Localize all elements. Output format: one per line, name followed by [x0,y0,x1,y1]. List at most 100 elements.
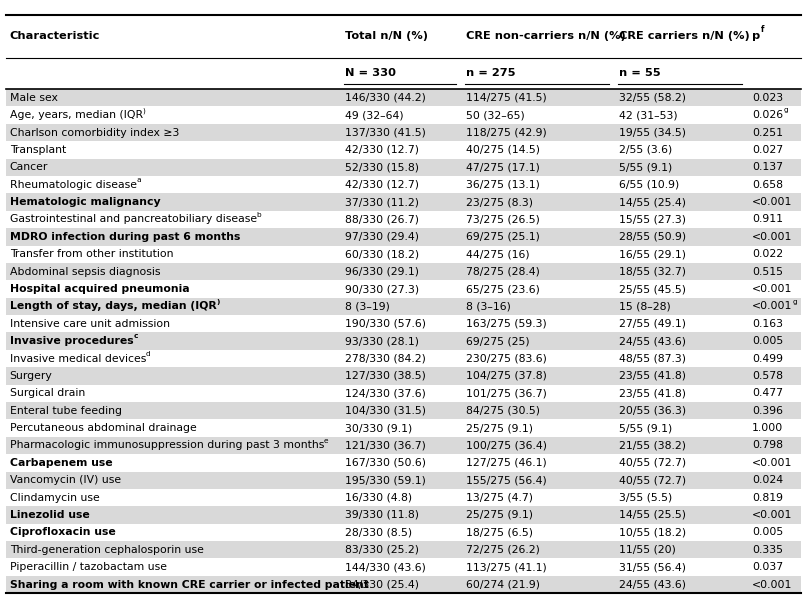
FancyBboxPatch shape [6,298,801,315]
Text: 114/275 (41.5): 114/275 (41.5) [466,93,546,103]
FancyBboxPatch shape [6,350,801,367]
Text: 27/55 (49.1): 27/55 (49.1) [619,319,686,329]
Text: 73/275 (26.5): 73/275 (26.5) [466,215,540,224]
Text: 167/330 (50.6): 167/330 (50.6) [345,458,425,468]
Text: Surgery: Surgery [10,371,52,381]
Text: e: e [324,438,328,444]
Text: d: d [146,350,151,356]
Text: 0.137: 0.137 [752,162,783,172]
Text: 16/330 (4.8): 16/330 (4.8) [345,493,412,502]
Text: 16/55 (29.1): 16/55 (29.1) [619,249,686,260]
Text: ): ) [143,107,146,114]
Text: 0.005: 0.005 [752,336,784,346]
Text: 0.023: 0.023 [752,93,784,103]
Text: <0.001: <0.001 [752,232,792,242]
Text: 44/275 (16): 44/275 (16) [466,249,529,260]
Text: 39/330 (11.8): 39/330 (11.8) [345,510,419,520]
Text: 163/275 (59.3): 163/275 (59.3) [466,319,546,329]
Text: 8 (3–16): 8 (3–16) [466,301,511,312]
FancyBboxPatch shape [6,106,801,124]
Text: 137/330 (41.5): 137/330 (41.5) [345,127,425,138]
Text: 21/55 (38.2): 21/55 (38.2) [619,441,686,450]
Text: 24/55 (43.6): 24/55 (43.6) [619,336,686,346]
Text: 0.658: 0.658 [752,180,783,190]
Text: 0.798: 0.798 [752,441,783,450]
Text: 14/55 (25.4): 14/55 (25.4) [619,197,686,207]
Text: Vancomycin (IV) use: Vancomycin (IV) use [10,475,121,485]
FancyBboxPatch shape [6,559,801,576]
FancyBboxPatch shape [6,507,801,524]
Text: Clindamycin use: Clindamycin use [10,493,99,502]
Text: 48/55 (87.3): 48/55 (87.3) [619,353,686,364]
Text: 0.335: 0.335 [752,545,783,555]
Text: 65/275 (23.6): 65/275 (23.6) [466,284,540,294]
Text: Rheumatologic disease: Rheumatologic disease [10,180,136,190]
Text: 18/55 (32.7): 18/55 (32.7) [619,267,686,277]
Text: Pharmacologic immunosuppression during past 3 months: Pharmacologic immunosuppression during p… [10,441,324,450]
Text: N = 330: N = 330 [345,68,395,78]
Text: 5/55 (9.1): 5/55 (9.1) [619,423,672,433]
Text: 19/55 (34.5): 19/55 (34.5) [619,127,686,138]
Text: 60/274 (21.9): 60/274 (21.9) [466,579,540,590]
Text: 278/330 (84.2): 278/330 (84.2) [345,353,425,364]
Text: 190/330 (57.6): 190/330 (57.6) [345,319,425,329]
Text: 104/275 (37.8): 104/275 (37.8) [466,371,546,381]
Text: ): ) [216,298,220,304]
Text: Gastrointestinal and pancreatobiliary disease: Gastrointestinal and pancreatobiliary di… [10,215,257,224]
Text: Enteral tube feeding: Enteral tube feeding [10,405,122,416]
Text: 100/275 (36.4): 100/275 (36.4) [466,441,546,450]
Text: 20/55 (36.3): 20/55 (36.3) [619,405,686,416]
Text: <0.001: <0.001 [752,301,792,312]
Text: <0.001: <0.001 [752,510,792,520]
Text: <0.001: <0.001 [752,579,792,590]
Text: <0.001: <0.001 [752,284,792,294]
Text: 72/275 (26.2): 72/275 (26.2) [466,545,540,555]
Text: f: f [761,25,764,34]
Text: 127/275 (46.1): 127/275 (46.1) [466,458,546,468]
Text: 0.819: 0.819 [752,493,783,502]
FancyBboxPatch shape [6,576,801,593]
Text: 0.037: 0.037 [752,562,784,572]
Text: 23/55 (41.8): 23/55 (41.8) [619,388,686,398]
Text: 23/275 (8.3): 23/275 (8.3) [466,197,533,207]
Text: 69/275 (25): 69/275 (25) [466,336,529,346]
FancyBboxPatch shape [6,263,801,280]
Text: Age, years, median (IQR: Age, years, median (IQR [10,110,143,120]
Text: 40/55 (72.7): 40/55 (72.7) [619,475,686,485]
Text: c: c [133,333,138,339]
Text: 3/55 (5.5): 3/55 (5.5) [619,493,672,502]
Text: 31/55 (56.4): 31/55 (56.4) [619,562,686,572]
FancyBboxPatch shape [6,472,801,489]
Text: 25/275 (9.1): 25/275 (9.1) [466,510,533,520]
Text: CRE non-carriers n/N (%): CRE non-carriers n/N (%) [466,30,625,41]
Text: 6/55 (10.9): 6/55 (10.9) [619,180,679,190]
Text: Transfer from other institution: Transfer from other institution [10,249,174,260]
Text: 11/55 (20): 11/55 (20) [619,545,675,555]
Text: 2/55 (3.6): 2/55 (3.6) [619,145,672,155]
Text: MDRO infection during past 6 months: MDRO infection during past 6 months [10,232,240,242]
Text: 97/330 (29.4): 97/330 (29.4) [345,232,419,242]
Text: 90/330 (27.3): 90/330 (27.3) [345,284,419,294]
FancyBboxPatch shape [6,228,801,246]
Text: 42 (31–53): 42 (31–53) [619,110,678,120]
Text: 42/330 (12.7): 42/330 (12.7) [345,180,419,190]
Text: 13/275 (4.7): 13/275 (4.7) [466,493,533,502]
Text: a: a [136,177,141,183]
Text: Invasive medical devices: Invasive medical devices [10,353,146,364]
FancyBboxPatch shape [6,124,801,141]
Text: 124/330 (37.6): 124/330 (37.6) [345,388,425,398]
Text: 0.251: 0.251 [752,127,783,138]
Text: p: p [752,30,760,41]
Text: 104/330 (31.5): 104/330 (31.5) [345,405,425,416]
Text: 18/275 (6.5): 18/275 (6.5) [466,527,533,538]
Text: 0.163: 0.163 [752,319,783,329]
Text: 0.499: 0.499 [752,353,783,364]
Text: Carbapenem use: Carbapenem use [10,458,112,468]
Text: Intensive care unit admission: Intensive care unit admission [10,319,169,329]
Text: Surgical drain: Surgical drain [10,388,85,398]
FancyBboxPatch shape [6,402,801,419]
Text: Characteristic: Characteristic [10,30,100,41]
Text: n = 275: n = 275 [466,68,515,78]
Text: Third-generation cephalosporin use: Third-generation cephalosporin use [10,545,203,555]
Text: 93/330 (28.1): 93/330 (28.1) [345,336,419,346]
